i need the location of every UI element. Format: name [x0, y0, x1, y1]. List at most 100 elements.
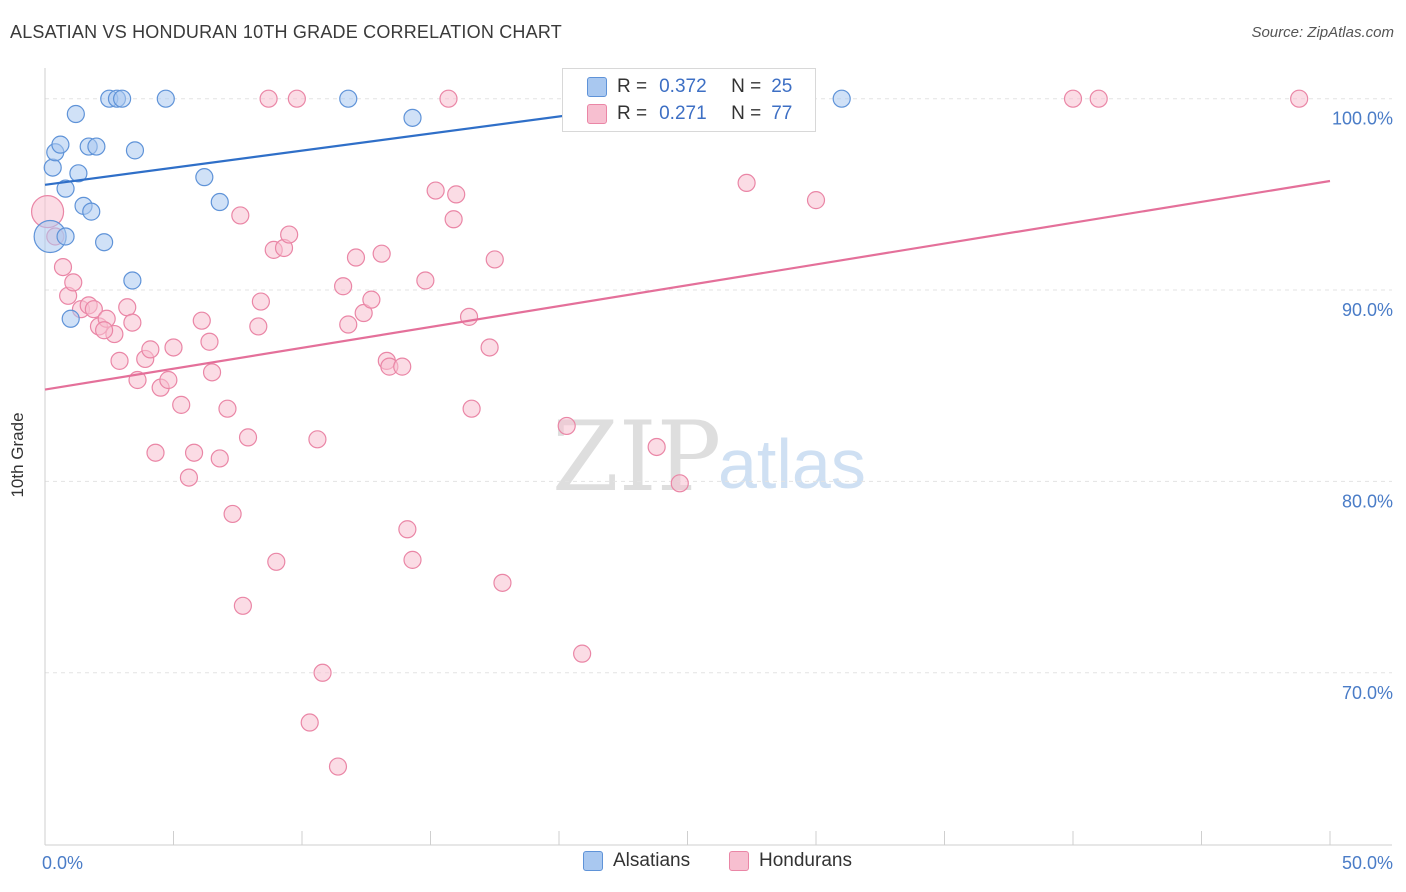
honduran-point: [184, 443, 204, 462]
honduran-trend-line: [44, 179, 1331, 391]
honduran-point: [192, 311, 211, 330]
alsatian-swatch: [583, 851, 603, 871]
honduran-point: [647, 437, 666, 457]
honduran-point: [573, 644, 592, 663]
alsatian-point: [156, 89, 175, 108]
alsatian-point: [339, 89, 358, 108]
y-tick-label: 70.0%: [1342, 683, 1393, 703]
honduran-point: [806, 191, 826, 210]
legend-label-hondurans: Hondurans: [759, 850, 852, 871]
honduran-point: [403, 550, 422, 569]
honduran-point: [118, 298, 137, 317]
alsatian-point: [112, 89, 132, 108]
y-tick-label: 90.0%: [1342, 300, 1393, 320]
honduran-point: [362, 290, 381, 309]
honduran-point: [202, 363, 222, 382]
honduran-point: [218, 399, 237, 418]
chart-title: ALSATIAN VS HONDURAN 10TH GRADE CORRELAT…: [10, 22, 562, 42]
stats-legend: R = 0.372 N = 25 R = 0.271 N = 77: [562, 68, 816, 132]
honduran-point: [480, 338, 499, 357]
watermark-zip: ZIP: [552, 401, 721, 513]
honduran-point: [110, 351, 129, 370]
x-tick-label: 0.0%: [42, 853, 83, 873]
honduran-point: [84, 300, 103, 319]
honduran-point: [95, 321, 114, 340]
bottom-legend-alsatians: Alsatians: [583, 850, 690, 872]
honduran-point: [339, 315, 358, 334]
honduran-point: [300, 713, 319, 732]
honduran-point: [238, 428, 258, 447]
alsatian-point: [51, 135, 70, 154]
alsatian-point: [56, 227, 75, 246]
honduran-point: [1089, 89, 1108, 108]
x-tick-label: 50.0%: [1342, 853, 1393, 873]
honduran-point: [200, 332, 219, 351]
honduran-point: [164, 338, 183, 357]
y-tick-label: 80.0%: [1342, 491, 1393, 511]
honduran-point: [249, 317, 268, 336]
alsatian-point: [95, 233, 114, 252]
alsatian-point: [56, 179, 75, 198]
legend-n-label: N =: [731, 76, 762, 97]
alsatian-point: [66, 104, 85, 124]
honduran-point: [210, 449, 229, 468]
legend-n-value: 25: [771, 76, 793, 97]
alsatian-point: [123, 271, 142, 290]
legend-label-alsatians: Alsatians: [613, 850, 691, 871]
honduran-point: [372, 244, 391, 263]
honduran-point: [308, 430, 327, 449]
honduran-point: [123, 313, 142, 332]
honduran-point: [328, 757, 348, 776]
legend-row-hondurans: R = 0.271 N = 77: [563, 100, 792, 128]
alsatian-point: [43, 158, 62, 177]
honduran-point: [334, 277, 353, 296]
honduran-point: [444, 210, 463, 229]
honduran-swatch: [587, 104, 607, 124]
honduran-point: [267, 552, 286, 571]
honduran-point: [280, 225, 299, 244]
alsatian-point: [69, 164, 88, 183]
honduran-point: [557, 416, 576, 436]
honduran-point: [231, 206, 250, 225]
honduran-point: [346, 248, 366, 267]
honduran-point: [172, 395, 191, 414]
honduran-point: [426, 181, 445, 200]
alsatian-point: [195, 168, 214, 187]
alsatian-point: [61, 309, 80, 328]
honduran-point: [233, 596, 252, 615]
bottom-legend-hondurans: Hondurans: [729, 850, 852, 872]
alsatian-point: [125, 141, 145, 160]
honduran-point: [493, 573, 512, 592]
legend-r-label: R =: [617, 103, 648, 124]
watermark-atlas: atlas: [718, 425, 866, 503]
honduran-point: [287, 89, 306, 108]
legend-r-value: 0.372: [659, 76, 707, 97]
alsatian-point: [82, 202, 101, 221]
honduran-point: [259, 89, 278, 108]
alsatian-point: [210, 192, 229, 212]
honduran-point: [485, 250, 504, 269]
honduran-point: [313, 663, 332, 682]
honduran-point: [53, 257, 73, 277]
honduran-point: [393, 357, 412, 376]
honduran-point: [439, 89, 458, 108]
alsatian-point: [87, 137, 106, 156]
y-tick-label: 100.0%: [1332, 109, 1393, 129]
alsatian-point: [832, 89, 851, 108]
honduran-point: [141, 340, 160, 359]
honduran-point: [416, 271, 435, 290]
honduran-point: [64, 273, 83, 292]
honduran-point: [223, 504, 242, 524]
legend-r-value: 0.271: [659, 103, 707, 124]
honduran-point: [354, 303, 373, 323]
legend-row-alsatians: R = 0.372 N = 25: [563, 73, 792, 101]
honduran-point: [462, 399, 481, 418]
honduran-swatch: [729, 851, 749, 871]
honduran-point: [398, 520, 417, 539]
honduran-point: [251, 292, 270, 311]
legend-n-value: 77: [771, 103, 793, 124]
honduran-point: [1063, 89, 1083, 108]
legend-r-label: R =: [617, 76, 648, 97]
honduran-point: [447, 185, 466, 204]
